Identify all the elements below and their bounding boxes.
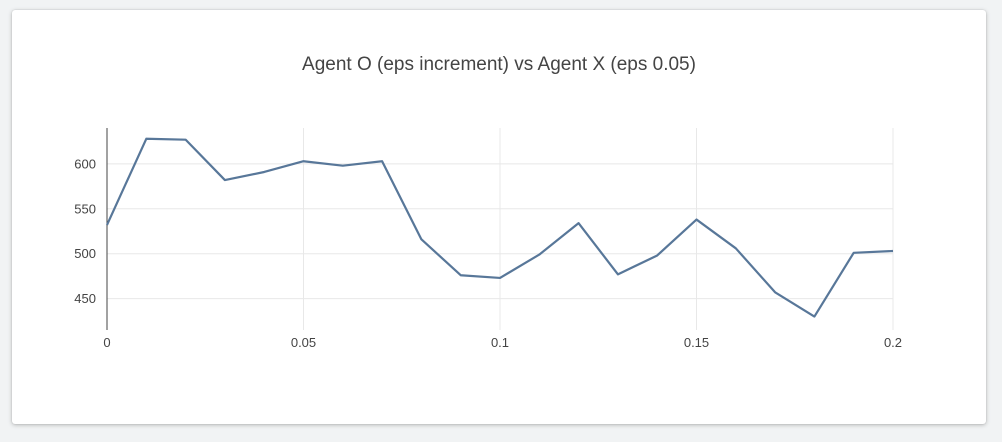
line-chart: Agent O (eps increment) vs Agent X (eps …: [74, 54, 902, 350]
x-tick-label: 0.05: [291, 335, 316, 350]
y-tick-label: 600: [74, 156, 96, 171]
tick-labels: 450 500 550 600 0 0.05 0.1 0.15 0.2: [74, 156, 902, 350]
y-tick-label: 550: [74, 201, 96, 216]
x-tick-label: 0.1: [491, 335, 509, 350]
y-tick-label: 450: [74, 291, 96, 306]
x-tick-label: 0.15: [684, 335, 709, 350]
chart-card: Agent O (eps increment) vs Agent X (eps …: [12, 10, 986, 424]
y-tick-label: 500: [74, 246, 96, 261]
chart-title: Agent O (eps increment) vs Agent X (eps …: [302, 54, 696, 75]
series-lines: [105, 137, 894, 318]
x-tick-label: 0.2: [884, 335, 902, 350]
grid-lines: [107, 128, 894, 330]
x-tick-label: 0: [103, 335, 110, 350]
series-line: [105, 137, 894, 318]
